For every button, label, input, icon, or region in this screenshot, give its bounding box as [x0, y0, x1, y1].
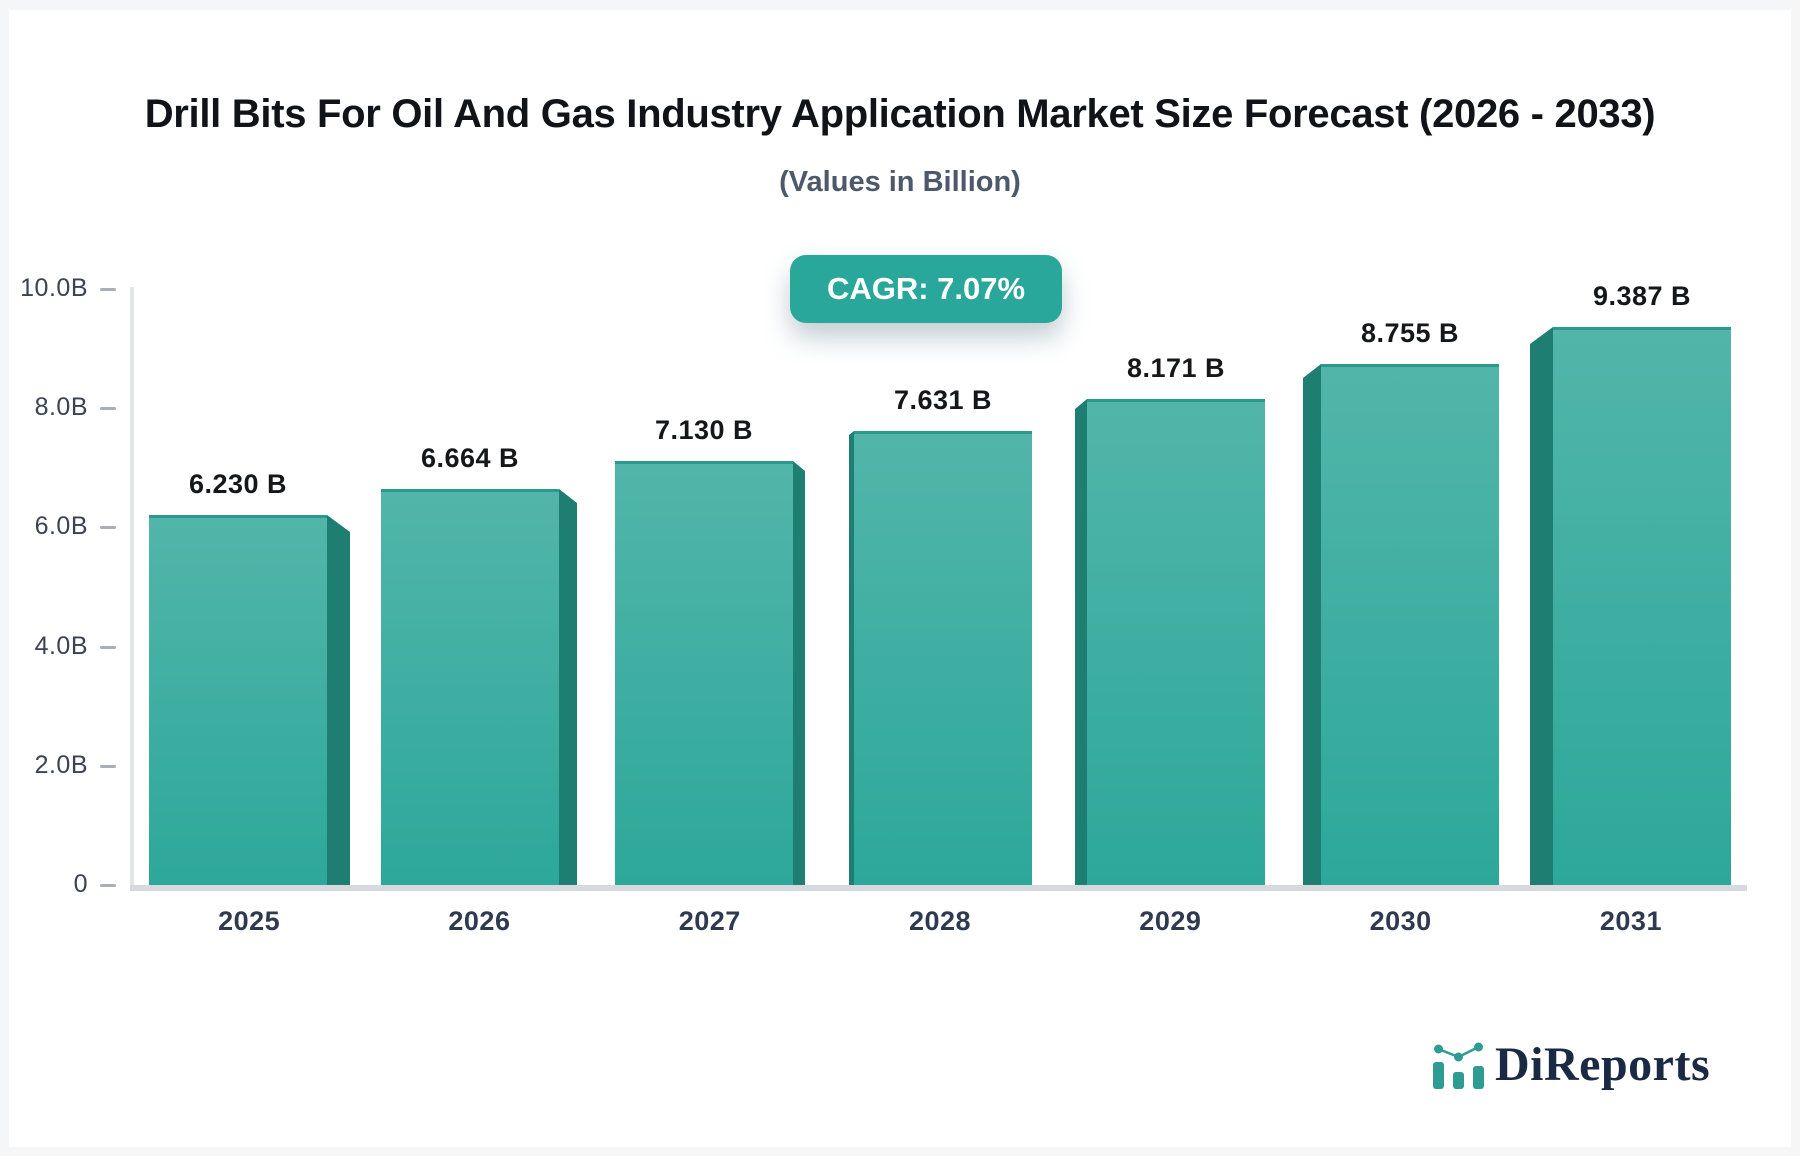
- y-axis-line: [130, 287, 134, 886]
- y-axis-tick-label: 2.0B: [34, 751, 88, 779]
- y-axis-tick-dash: [100, 646, 116, 649]
- bar-side-face: [559, 489, 577, 886]
- bar-value-label: 8.755 B: [1360, 318, 1460, 348]
- x-axis-label: 2030: [1369, 906, 1432, 936]
- bar: [1553, 327, 1731, 886]
- x-axis-label: 2027: [678, 906, 741, 936]
- bar-side-face: [1303, 364, 1321, 886]
- bar-value-label: 6.230 B: [188, 469, 288, 499]
- bar-side-face: [1075, 399, 1087, 886]
- x-axis-label: 2026: [448, 906, 511, 936]
- y-axis-tick-label: 10.0B: [20, 274, 88, 302]
- bar-side-face: [849, 431, 854, 886]
- y-axis-tick-dash: [100, 526, 116, 529]
- bar-value-label: 7.631 B: [893, 385, 993, 415]
- bar-side-face: [1530, 327, 1553, 886]
- x-axis-baseline: [130, 885, 1747, 891]
- y-axis-tick-dash: [100, 407, 116, 410]
- y-axis-tick-label: 0: [73, 870, 88, 898]
- bar: [381, 489, 559, 886]
- cagr-badge: CAGR: 7.07%: [790, 255, 1062, 323]
- bar: [1321, 364, 1499, 886]
- y-axis-tick-dash: [100, 765, 116, 768]
- brand-logo: DiReports: [1430, 1036, 1710, 1092]
- bar: [615, 461, 793, 886]
- bar-value-label: 9.387 B: [1592, 281, 1692, 311]
- y-axis-tick-label: 6.0B: [34, 512, 88, 540]
- brand-logo-icon: [1433, 1042, 1484, 1089]
- x-axis-label: 2031: [1599, 906, 1662, 936]
- bar-side-face: [327, 515, 350, 886]
- bar: [1087, 399, 1265, 886]
- brand-logo-text: DiReports: [1495, 1037, 1711, 1091]
- x-axis-label: 2028: [909, 906, 972, 936]
- bar: [854, 431, 1032, 886]
- y-axis-tick-dash: [100, 288, 116, 291]
- bar-value-label: 7.130 B: [654, 415, 754, 445]
- x-axis-label: 2029: [1139, 906, 1202, 936]
- bar: [149, 515, 327, 886]
- chart-subtitle: (Values in Billion): [779, 166, 1021, 198]
- y-axis-tick-label: 8.0B: [34, 393, 88, 421]
- chart-title: Drill Bits For Oil And Gas Industry Appl…: [144, 92, 1656, 136]
- y-axis-tick-label: 4.0B: [34, 632, 88, 660]
- y-axis-tick-dash: [100, 884, 116, 887]
- x-axis-label: 2025: [218, 906, 281, 936]
- bar-value-label: 8.171 B: [1126, 353, 1226, 383]
- bar-value-label: 6.664 B: [420, 443, 520, 473]
- bar-side-face: [793, 461, 805, 886]
